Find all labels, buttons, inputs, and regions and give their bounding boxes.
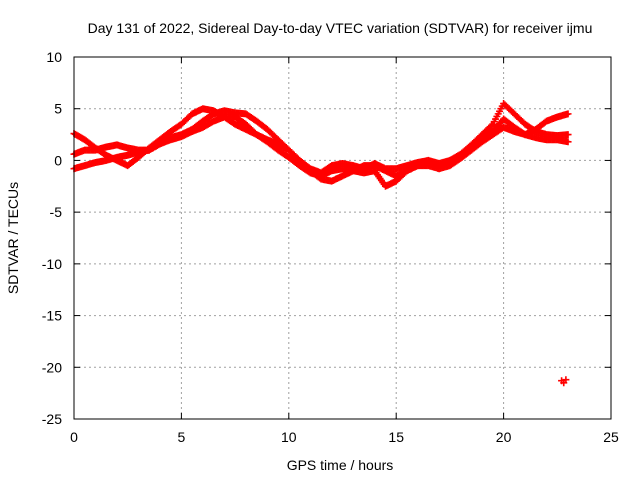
data-point [564,138,572,146]
series-track-B [70,100,572,177]
data-point [562,376,570,384]
y-tick-label: 10 [46,49,62,65]
series-outlier [558,376,570,387]
data-point [488,122,496,130]
x-tick-label: 20 [496,429,512,445]
x-tick-label: 0 [70,429,78,445]
data-point [564,131,572,139]
y-tick-label: -10 [42,256,62,272]
y-tick-label: -25 [42,411,62,427]
data-point [564,110,572,118]
y-tick-label: -15 [42,308,62,324]
grid-lines [74,57,611,419]
x-tick-label: 25 [603,429,619,445]
x-tick-label: 10 [281,429,297,445]
x-axis-label: GPS time / hours [287,457,394,473]
x-tick-label: 15 [388,429,404,445]
series-track-C [70,113,572,190]
y-tick-label: -20 [42,359,62,375]
axis-ticks [73,56,612,420]
x-tick-label: 5 [178,429,186,445]
y-axis-label: SDTVAR / TECUs [5,182,21,294]
chart-title: Day 131 of 2022, Sidereal Day-to-day VTE… [88,20,593,36]
y-tick-label: 5 [54,101,62,117]
y-tick-label: -5 [50,204,63,220]
y-tick-label: 0 [54,152,62,168]
y-tick-labels: -25 -20 -15 -10 -5 0 5 10 [42,49,62,427]
x-tick-labels: 0 5 10 15 20 25 [70,429,619,445]
data-points [70,100,572,387]
plot-frame [73,56,612,420]
